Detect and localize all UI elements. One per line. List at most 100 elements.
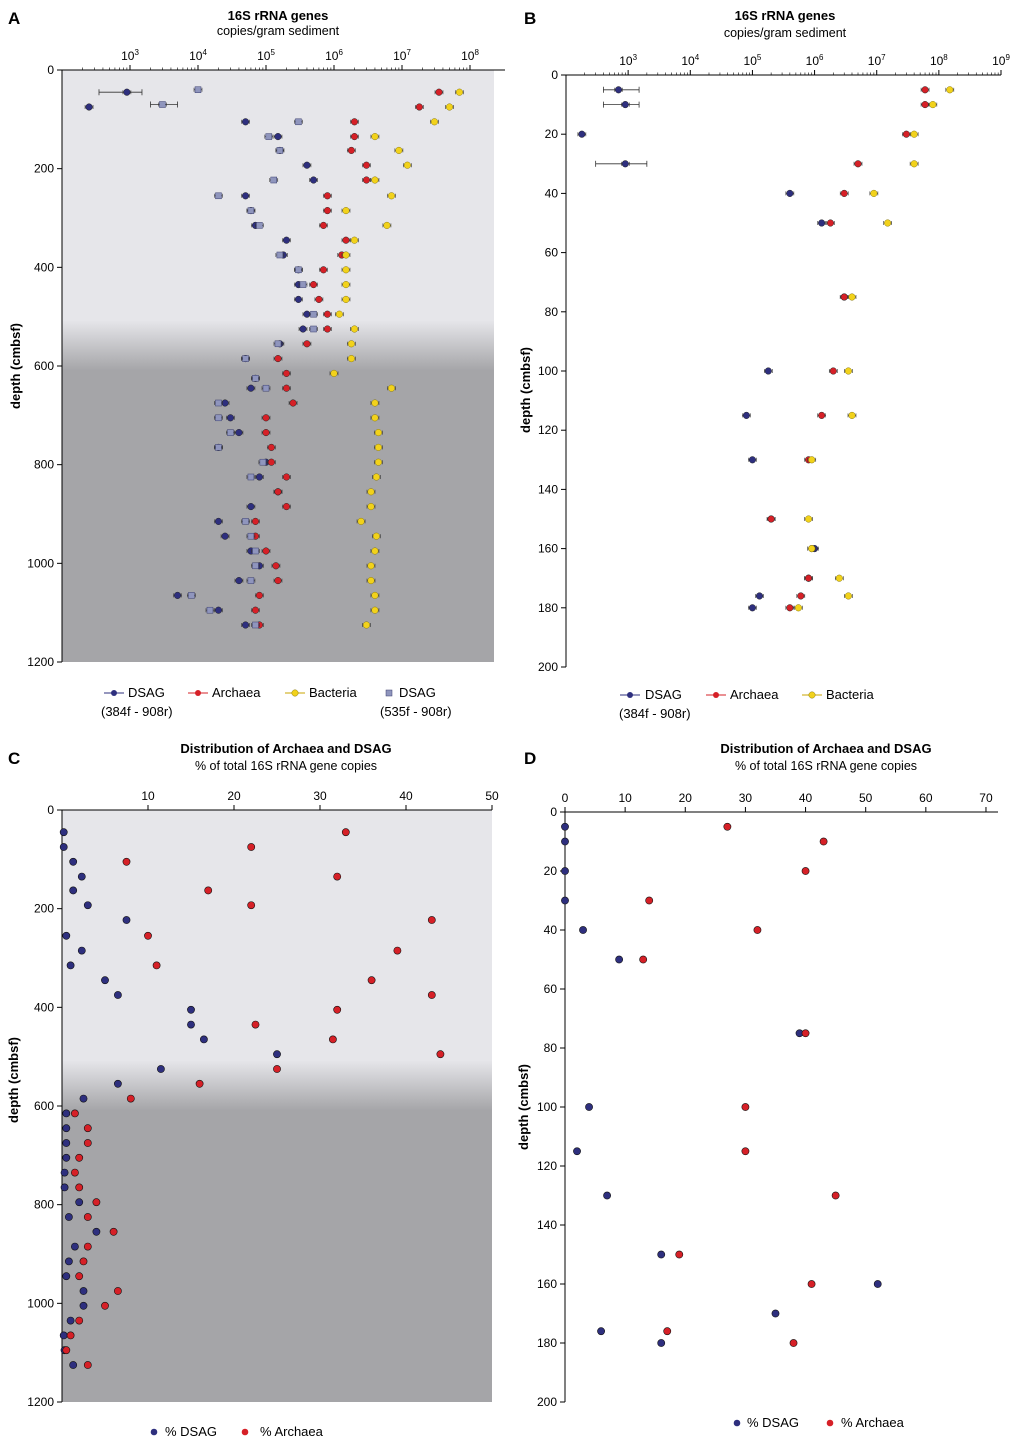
panel-a-legend: DSAG (384f - 908r) Archaea Bacteria DSAG… (101, 685, 452, 719)
point-dsag (578, 130, 586, 138)
point-dsag535 (242, 355, 249, 362)
panel-c-y-tick-label: 0 (47, 803, 54, 817)
point-archaea (251, 1020, 260, 1029)
point-dsag (62, 1124, 71, 1133)
legend-c-dsag-marker (150, 1428, 158, 1436)
legend-c-dsag-label: % DSAG (165, 1424, 217, 1439)
panel-b-y-tick-label: 20 (545, 127, 559, 141)
point-dsag (579, 926, 587, 934)
point-bacteria (335, 310, 343, 318)
point-dsag (241, 621, 250, 629)
point-dsag (156, 1065, 165, 1073)
point-archaea (341, 828, 350, 837)
point-dsag (187, 1020, 195, 1029)
point-dsag (226, 414, 234, 422)
point-archaea (723, 822, 732, 831)
point-archaea (83, 1242, 92, 1251)
point-dsag535 (215, 444, 222, 451)
point-archaea (797, 592, 805, 600)
point-dsag (69, 886, 78, 895)
point-bacteria (342, 266, 350, 274)
panel-a-title: 16S rRNA genes (228, 8, 329, 23)
panel-b-y-tick-label: 60 (545, 246, 559, 260)
legend-a-dsag-label: DSAG (128, 685, 165, 700)
point-archaea (282, 384, 291, 392)
point-archaea (840, 189, 848, 197)
panel-label-c: C (8, 749, 20, 768)
panel-b-x-tick-label: 109 (992, 53, 1010, 68)
point-archaea (122, 857, 131, 866)
point-archaea (789, 1339, 798, 1347)
point-bacteria (445, 103, 454, 111)
point-dsag (873, 1280, 882, 1288)
point-archaea (262, 547, 270, 555)
point-dsag (309, 176, 318, 184)
point-dsag (66, 961, 75, 970)
point-archaea (767, 515, 775, 523)
point-archaea (427, 991, 436, 999)
point-dsag (615, 955, 624, 964)
point-dsag535 (270, 176, 277, 184)
panel-b-x-tick-label: 103 (619, 53, 637, 68)
point-archaea (71, 1109, 79, 1118)
panel-b-y-tick-label: 160 (538, 542, 558, 556)
panel-a-subtitle: copies/gram sediment (217, 24, 340, 38)
point-bacteria (367, 562, 375, 570)
point-bacteria (430, 118, 438, 126)
panel-d-x-tick-label: 50 (859, 791, 873, 805)
point-dsag (114, 1079, 122, 1088)
point-archaea (362, 161, 370, 169)
point-bacteria (808, 456, 816, 464)
panel-a-ylabel: depth (cmbsf) (8, 323, 23, 409)
point-bacteria (330, 369, 338, 377)
point-archaea (435, 88, 443, 96)
panel-d-y-tick-label: 60 (544, 982, 558, 996)
point-archaea (427, 916, 436, 924)
point-dsag535 (252, 375, 259, 382)
point-dsag535 (159, 101, 166, 108)
panel-a-x-tick-label: 103 (121, 48, 139, 63)
legend-b-bacteria-label: Bacteria (826, 687, 874, 702)
point-archaea (342, 236, 350, 244)
point-bacteria (367, 488, 375, 496)
point-archaea (75, 1183, 84, 1192)
panel-label-d: D (524, 749, 536, 768)
panel-c-title: Distribution of Archaea and DSAG (180, 741, 391, 756)
point-archaea (741, 1147, 750, 1156)
point-dsag (77, 872, 86, 881)
point-dsag535 (252, 562, 259, 570)
legend-d-archaea-marker (826, 1419, 834, 1427)
point-archaea (83, 1124, 92, 1133)
point-bacteria (884, 219, 892, 227)
point-bacteria (383, 221, 391, 229)
panel-d-x-tick-label: 10 (618, 791, 632, 805)
point-archaea (309, 281, 318, 289)
point-dsag535 (242, 518, 249, 525)
point-dsag (59, 843, 68, 851)
panel-a-x-tick-label: 106 (325, 48, 343, 63)
point-archaea (854, 160, 862, 168)
point-dsag (241, 118, 250, 126)
legend-a-archaea-label: Archaea (212, 685, 261, 700)
point-dsag (221, 532, 229, 540)
point-bacteria (357, 517, 365, 525)
panel-d-x-tick-label: 70 (979, 791, 993, 805)
legend-a-bacteria-marker (291, 689, 299, 697)
point-bacteria (371, 591, 379, 599)
panel-b-y-tick-label: 40 (545, 186, 559, 200)
point-archaea (826, 219, 834, 227)
point-bacteria (362, 621, 370, 629)
point-archaea (289, 399, 297, 407)
point-dsag535 (276, 251, 284, 259)
point-archaea (75, 1272, 84, 1281)
panel-a: A 16S rRNA genes copies/gram sediment 10… (8, 8, 505, 719)
point-dsag (303, 161, 311, 169)
panel-label-a: A (8, 9, 20, 28)
panel-b: B 16S rRNA genes copies/gram sediment 10… (518, 8, 1010, 721)
point-bacteria (347, 355, 355, 363)
point-dsag (621, 160, 629, 168)
legend-c-archaea-label: % Archaea (260, 1424, 324, 1439)
point-dsag (603, 1191, 611, 1200)
point-bacteria (371, 176, 379, 184)
point-dsag (247, 384, 255, 392)
